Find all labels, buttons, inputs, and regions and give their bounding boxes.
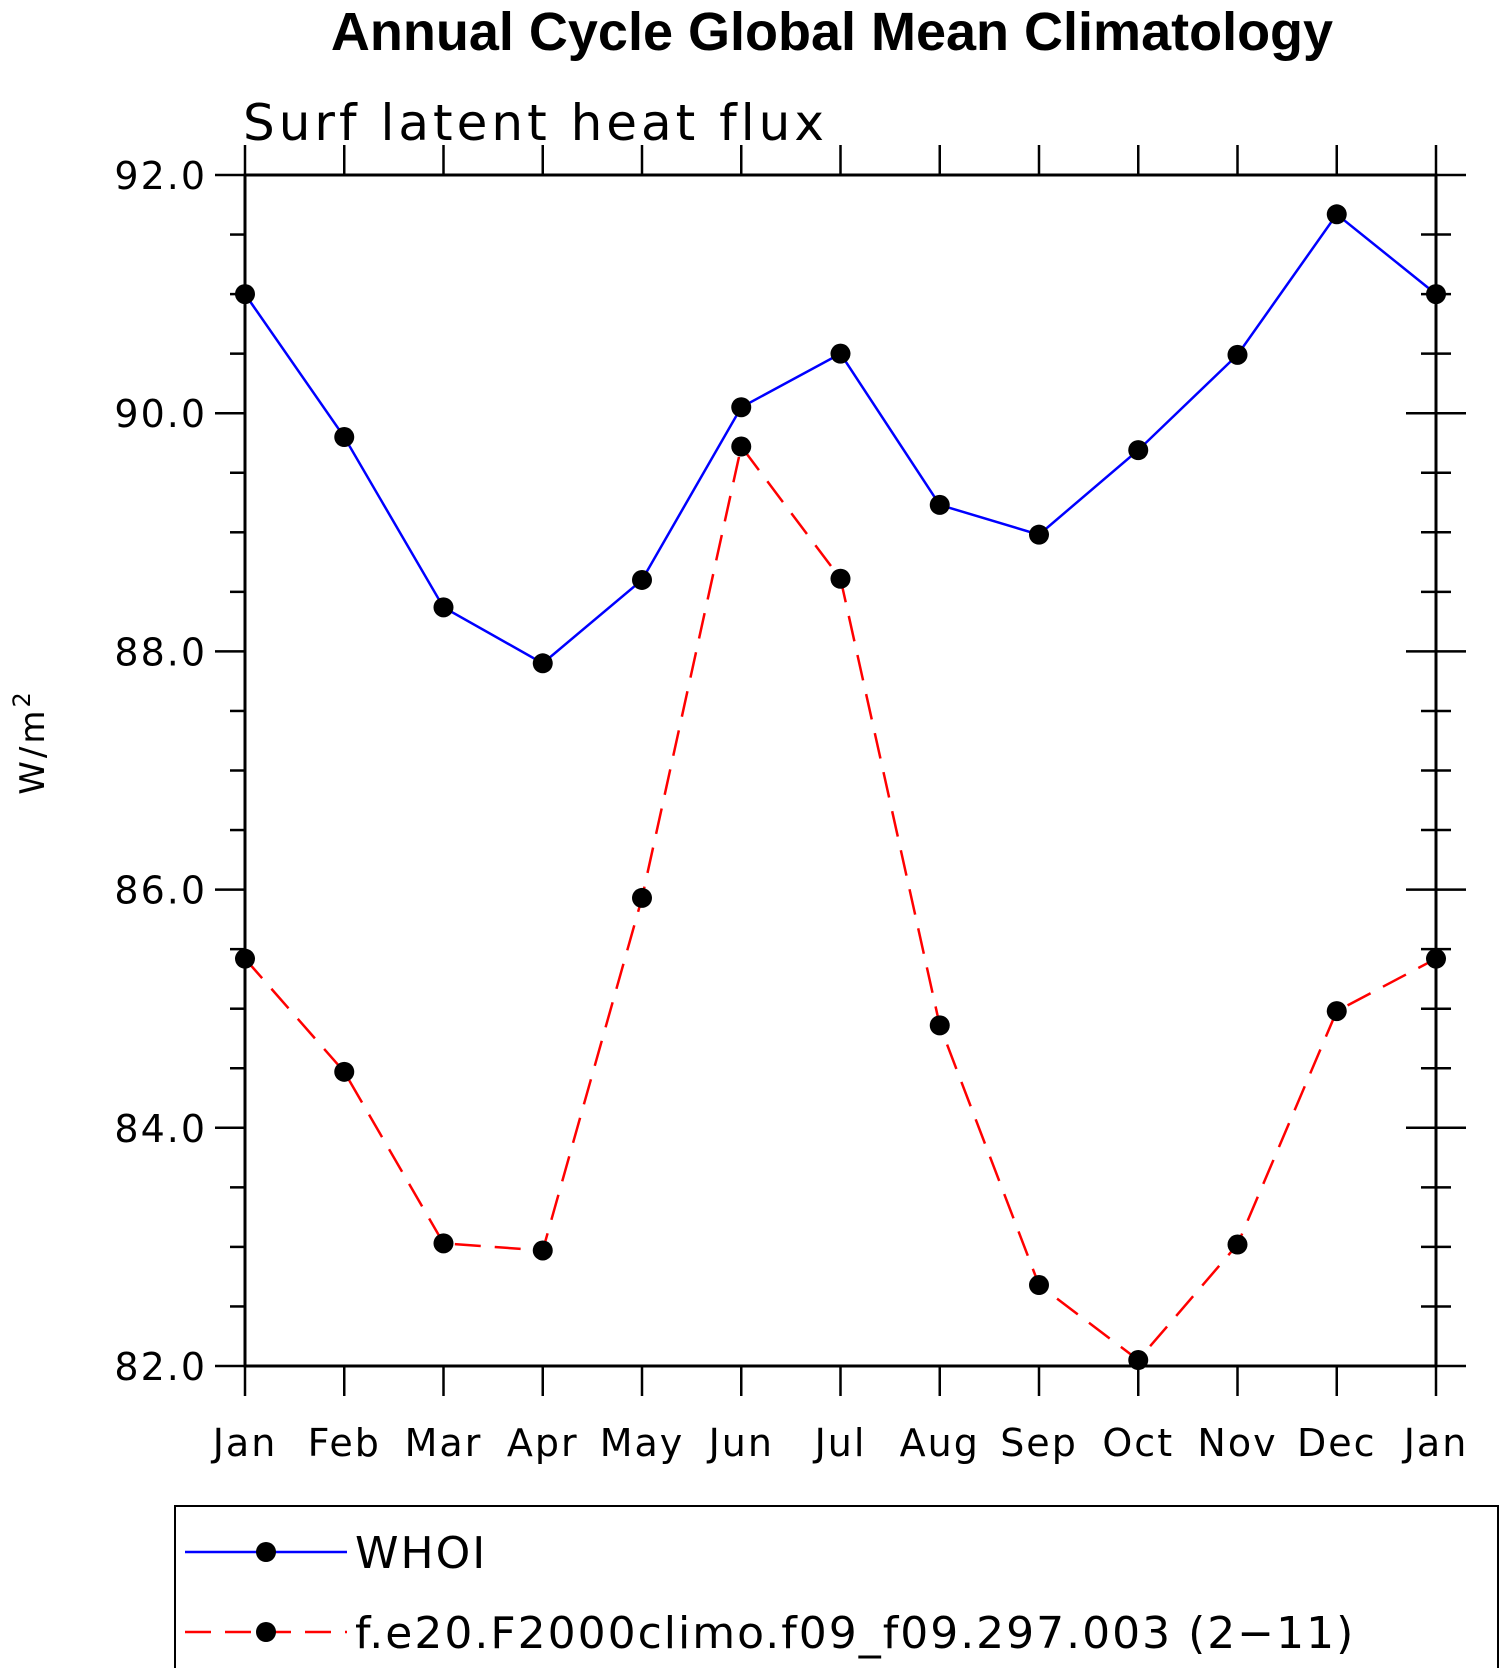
series-2-point	[929, 1015, 950, 1036]
x-tick-label: Jun	[707, 1421, 774, 1465]
y-tick-label: 92.0	[114, 154, 207, 198]
series-2-point	[1326, 1001, 1347, 1022]
y-axis-label-superscript: 2	[8, 689, 36, 707]
series-1-point	[334, 427, 355, 448]
x-tick-label: Mar	[405, 1421, 483, 1465]
y-tick-label: 84.0	[114, 1107, 207, 1151]
series-2-point	[1029, 1275, 1049, 1296]
y-tick-label: 82.0	[114, 1345, 207, 1389]
x-tick-label: Jul	[813, 1421, 867, 1465]
series-1-point	[1326, 204, 1347, 225]
series-2-point	[731, 436, 752, 457]
series-1-point	[235, 284, 255, 305]
series-1-point	[1426, 284, 1446, 305]
legend-marker-1	[256, 1542, 276, 1562]
series-1-point	[433, 597, 454, 618]
x-tick-label: Nov	[1197, 1421, 1277, 1465]
chart-subtitle: Surf latent heat flux	[243, 94, 828, 152]
x-tick-label: Oct	[1102, 1421, 1174, 1465]
series-1-point	[830, 343, 851, 364]
x-tick-label: Dec	[1297, 1421, 1377, 1465]
series-2-point	[830, 568, 851, 589]
x-tick-label: Jan	[211, 1421, 278, 1465]
legend-label-2: f.e20.F2000climo.f09_f09.297.003 (2−11)	[355, 1608, 1355, 1659]
series-2-point	[334, 1061, 355, 1082]
y-axis-label-text: W/m	[13, 708, 53, 795]
series-1-point	[929, 494, 950, 515]
series-2-point	[433, 1233, 454, 1254]
y-tick-label: 90.0	[114, 392, 207, 436]
y-tick-label: 88.0	[114, 630, 207, 674]
x-tick-label: May	[600, 1421, 685, 1465]
y-tick-label: 86.0	[114, 869, 207, 913]
chart-title: Annual Cycle Global Mean Climatology	[331, 2, 1333, 62]
series-2-point	[632, 887, 652, 908]
x-tick-label: Sep	[1000, 1421, 1078, 1465]
series-1-point	[1128, 440, 1149, 461]
series-1-point	[532, 653, 553, 674]
series-1-point	[1029, 524, 1049, 545]
legend-label-1: WHOI	[355, 1528, 487, 1579]
series-2-point	[1128, 1350, 1149, 1371]
series-2-point	[1227, 1234, 1248, 1255]
axes: 82.0 84.0 86.0 88.0 90.0 92.0 Jan Feb Mar Apr May J…	[114, 145, 1469, 1465]
series-1-point	[731, 397, 752, 418]
series-1-point	[1227, 344, 1248, 365]
x-tick-label: Aug	[900, 1421, 980, 1465]
y-axis-label: W/m2	[8, 689, 53, 794]
legend-marker-2	[256, 1622, 276, 1642]
series-2-point	[235, 948, 255, 969]
series-line-1	[243, 212, 1437, 665]
series-1-point	[632, 569, 652, 590]
svg-text:W/m2: W/m2	[8, 689, 53, 794]
series-layer	[235, 204, 1446, 1371]
series-2-point	[532, 1240, 553, 1261]
x-tick-label: Jan	[1402, 1421, 1469, 1465]
legend: WHOI f.e20.F2000climo.f09_f09.297.003 (2−…	[174, 1505, 1499, 1668]
x-tick-label: Feb	[308, 1421, 381, 1465]
legend-box	[174, 1505, 1499, 1668]
series-2-point	[1426, 948, 1446, 969]
x-tick-label: Apr	[507, 1421, 579, 1465]
